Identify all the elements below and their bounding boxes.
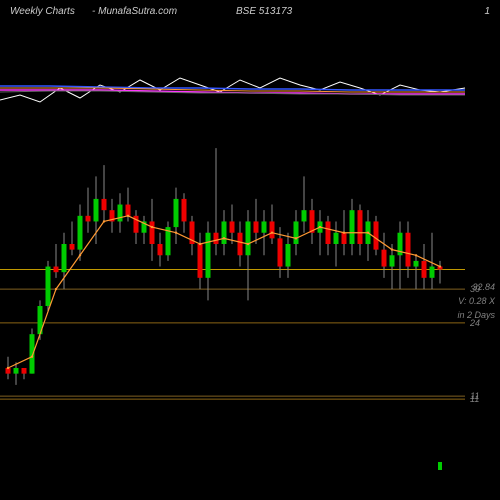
timing-label: in 2 Days bbox=[457, 310, 495, 320]
chart-title: Weekly Charts bbox=[10, 6, 75, 17]
volume-label: V: 0.28 X bbox=[458, 296, 495, 306]
site-name: - MunafaSutra.com bbox=[92, 6, 177, 17]
symbol-code: BSE 513173 bbox=[236, 6, 292, 17]
page-number: 1 bbox=[484, 6, 490, 17]
svg-text:11: 11 bbox=[470, 394, 479, 404]
stock-chart[interactable]: 30241111 bbox=[0, 0, 500, 500]
price-label: 32.84 bbox=[472, 282, 495, 292]
